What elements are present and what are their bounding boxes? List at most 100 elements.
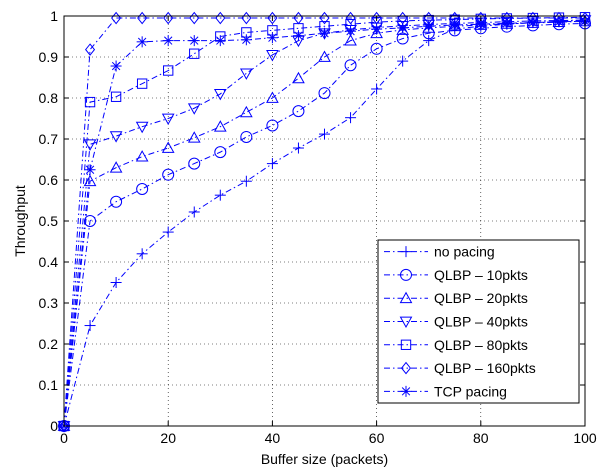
data-point [189, 48, 200, 59]
y-tick-label: 0.9 [39, 49, 59, 65]
tick-labels: 0 20 40 60 80 100 0 0.1 0.2 0.3 0.4 0.5 0.6 0.7 0.8 0.9… [39, 8, 597, 446]
data-point [370, 42, 383, 55]
series-line [63, 20, 586, 427]
data-point [135, 121, 149, 134]
y-tick-label: 0.4 [39, 254, 59, 270]
y-tick-label: 0.8 [39, 90, 59, 106]
legend-marker [399, 291, 413, 304]
data-point [526, 16, 540, 28]
data-point [187, 131, 201, 143]
data-point [448, 19, 462, 32]
series-6 [58, 15, 591, 432]
data-point [83, 139, 97, 151]
data-point [345, 25, 357, 37]
data-point [110, 277, 122, 288]
legend-label: QLBP – 80pkts [434, 337, 528, 353]
legend-marker [400, 268, 412, 281]
data-point [214, 35, 226, 47]
data-point [136, 78, 148, 89]
data-point [85, 43, 96, 56]
legend-entry: no pacing [384, 244, 495, 260]
x-tick-label: 60 [369, 430, 385, 446]
y-tick-label: 0.3 [39, 295, 59, 311]
tick-marks [63, 15, 586, 427]
legend-marker [399, 316, 413, 329]
legend-marker [400, 339, 412, 350]
x-tick-label: 100 [573, 430, 597, 446]
data-point [110, 195, 123, 208]
x-tick-label: 20 [160, 430, 176, 446]
data-point [266, 119, 279, 132]
data-point [292, 30, 304, 42]
legend: no pacing QLBP – 10pkts QLBP – 20pkts QLBP … [377, 239, 580, 404]
x-tick-label: 80 [473, 430, 489, 446]
data-point [319, 128, 330, 140]
data-point [162, 168, 175, 181]
legend-label: QLBP – 40pkts [434, 314, 528, 330]
data-point [371, 23, 383, 35]
data-point [136, 248, 148, 260]
series-line [63, 22, 586, 427]
y-tick-label: 1 [50, 8, 58, 24]
y-tick-label: 0.2 [39, 336, 59, 352]
data-point [396, 23, 409, 35]
data-point [84, 164, 96, 176]
data-point [187, 103, 201, 115]
data-point [423, 35, 435, 47]
data-point [83, 174, 97, 187]
legend-entry: TCP pacing [384, 383, 507, 399]
x-tick-label: 0 [60, 430, 68, 446]
data-point [397, 22, 409, 34]
data-point [161, 113, 175, 126]
data-point [501, 17, 513, 29]
data-point [213, 120, 227, 132]
data-point [345, 112, 357, 124]
data-point [84, 96, 96, 108]
x-axis-label: Buffer size (packets) [261, 451, 388, 467]
data-point [109, 161, 123, 173]
legend-label: TCP pacing [434, 383, 507, 399]
data-point [162, 226, 174, 238]
data-point [292, 71, 305, 84]
data-point [161, 141, 175, 153]
data-point [396, 20, 409, 33]
y-tick-label: 0.5 [39, 213, 59, 229]
legend-marker [400, 361, 412, 375]
data-point [240, 34, 252, 46]
data-point [110, 60, 122, 72]
data-point [84, 320, 96, 332]
data-point [344, 34, 357, 46]
data-point [449, 19, 461, 31]
data-point [136, 36, 148, 48]
legend-entry: QLBP – 80pkts [384, 337, 528, 353]
data-point [240, 130, 253, 143]
legend-entry: QLBP – 20pkts [384, 290, 528, 306]
data-point [163, 65, 174, 76]
data-point [318, 87, 331, 100]
series-line [63, 17, 585, 427]
y-tick-label: 0.1 [39, 377, 59, 393]
legend-entry: QLBP – 160pkts [384, 360, 536, 376]
series-line [63, 16, 586, 427]
legend-label: QLBP – 160pkts [434, 360, 536, 376]
data-point [266, 50, 279, 62]
data-point [240, 68, 253, 80]
data-point [292, 105, 305, 118]
data-point [110, 91, 122, 102]
data-point [527, 17, 539, 29]
legend-marker [400, 385, 412, 397]
legend-label: no pacing [434, 244, 495, 260]
data-point [371, 83, 383, 95]
y-axis-label: Throughput [12, 185, 28, 257]
data-point [397, 55, 409, 67]
data-point [553, 16, 565, 28]
y-tick-label: 0.7 [39, 131, 59, 147]
legend-marker [400, 246, 412, 258]
data-point [135, 150, 149, 162]
data-point [318, 50, 331, 62]
data-point [136, 183, 149, 196]
data-point [162, 35, 174, 47]
data-point [213, 89, 227, 101]
y-tick-label: 0 [50, 418, 58, 434]
